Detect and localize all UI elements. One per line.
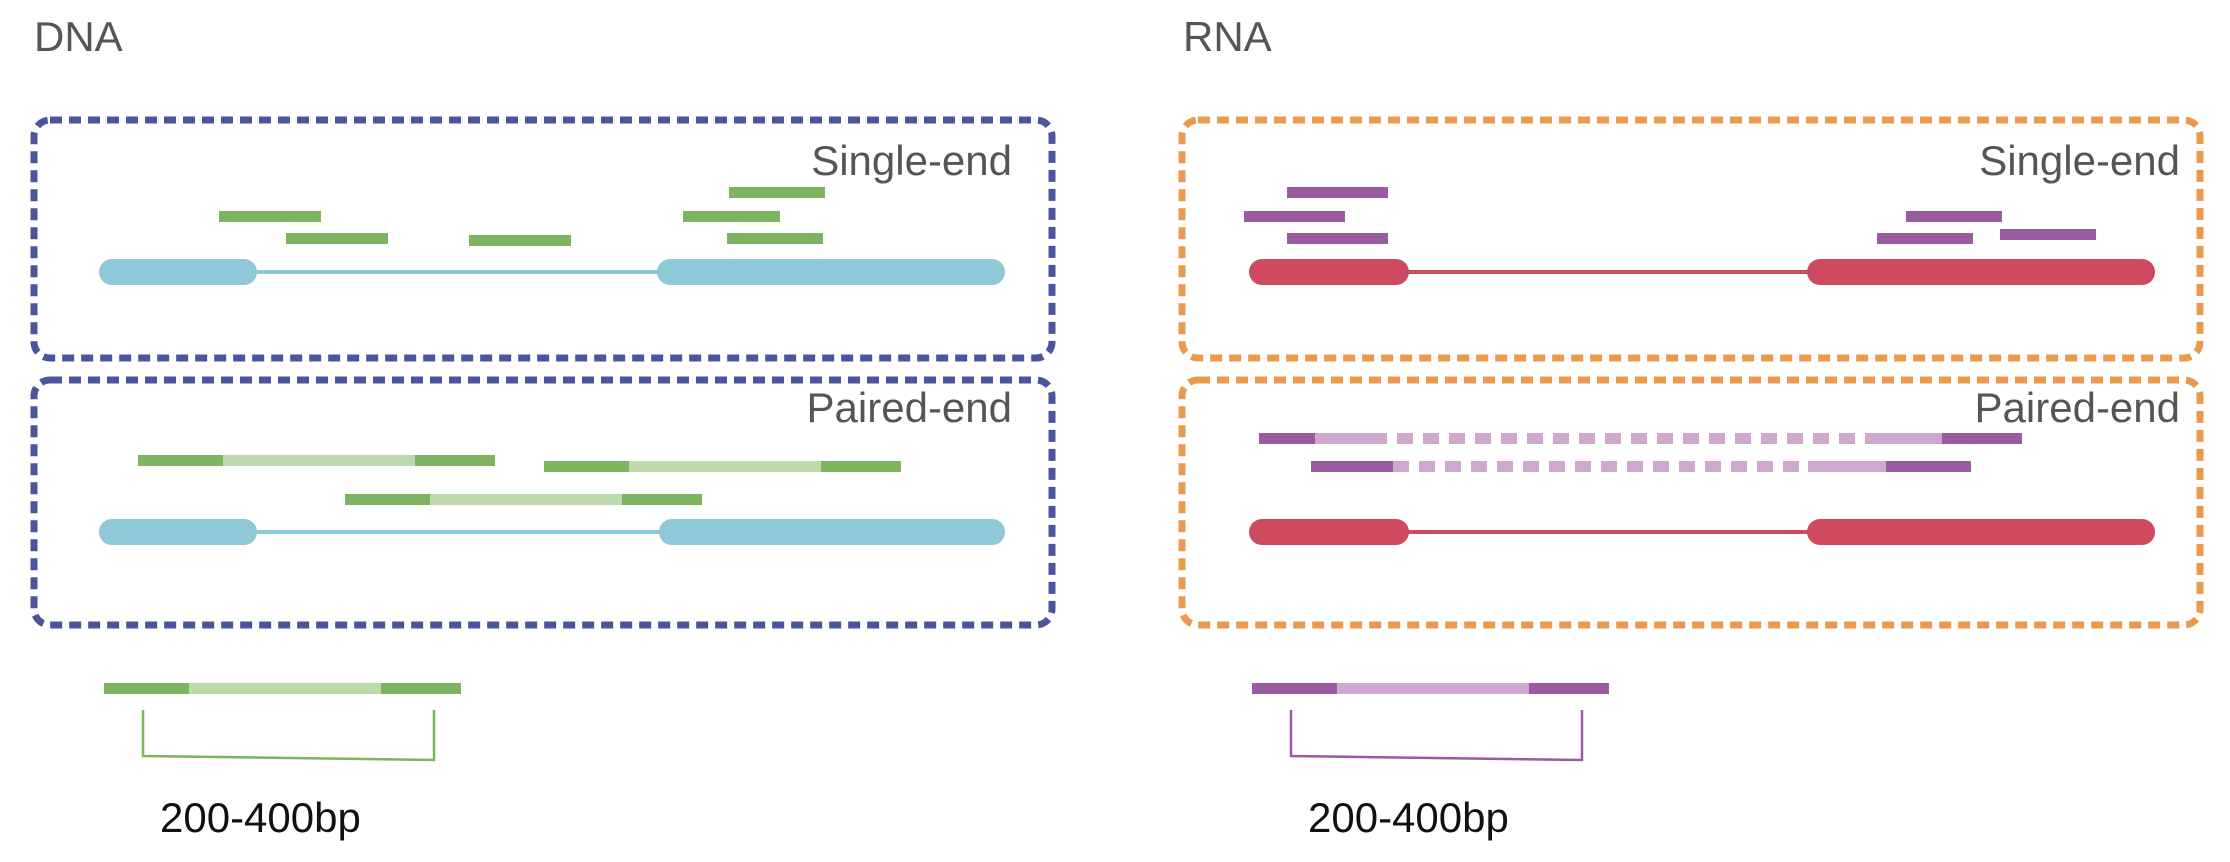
rna-paired-end-label: Paired-end (1975, 384, 2180, 431)
dna-read (219, 211, 321, 222)
dna-read-pair (345, 494, 702, 505)
read-1 (544, 461, 629, 472)
insert-segment (544, 461, 901, 472)
dna-read-pair (544, 461, 901, 472)
read-2 (622, 494, 702, 505)
dna-paired-end-box: Paired-end (30, 376, 1056, 629)
dna-read (683, 211, 780, 222)
insert-segment (138, 455, 495, 466)
dna-read-pair (138, 455, 495, 466)
dna-single-end-frame (30, 116, 1056, 362)
rna-read-pair (1259, 433, 2022, 444)
dna-single-end-label: Single-end (811, 137, 1012, 184)
rna-single-end-box: Single-end (1178, 116, 2204, 362)
dna-single-end-box: Single-end (30, 116, 1056, 362)
dna-single-reads (219, 187, 825, 246)
fragment-read-2 (381, 683, 461, 694)
read-2-light (1871, 433, 1942, 444)
dna-fragment-size: 200-400bp (160, 794, 361, 841)
rna-single-end-label: Single-end (1979, 137, 2180, 184)
rna-fragment-size: 200-400bp (1308, 794, 1509, 841)
rna-title: RNA (1183, 13, 1272, 60)
dna-read (286, 233, 388, 244)
read-2 (1942, 433, 2022, 444)
rna-read (1287, 233, 1388, 244)
fragment-read-1 (104, 683, 189, 694)
read-1 (138, 455, 223, 466)
rna-read (1906, 211, 2002, 222)
rna-paired-end-box: Paired-end (1178, 376, 2204, 629)
fragment-bracket (1289, 710, 1584, 762)
read-2 (1886, 461, 1971, 472)
read-1 (345, 494, 430, 505)
fragment-insert (104, 683, 461, 694)
dna-read (469, 235, 571, 246)
fragment-read-1 (1252, 683, 1337, 694)
read-2-light (1808, 461, 1886, 472)
dna-panel: DNA Single-end Paired- (30, 13, 1056, 841)
insert-segment (345, 494, 702, 505)
dna-paired-end-label: Paired-end (807, 384, 1012, 431)
rna-single-end-frame (1178, 116, 2204, 362)
rna-read-pair (1311, 461, 1971, 472)
fragment-insert (1252, 683, 1609, 694)
dna-paired-end-frame (30, 376, 1056, 629)
rna-paired-end-frame (1178, 376, 2204, 629)
rna-single-reads (1244, 187, 2096, 244)
rna-fragment-legend: 200-400bp (1252, 683, 1609, 841)
rna-read (1287, 187, 1388, 198)
rna-read (1877, 233, 1973, 244)
rna-panel: RNA Single-end Paired-end (1178, 13, 2204, 841)
fragment-read-2 (1529, 683, 1609, 694)
rna-read (1244, 211, 1345, 222)
read-2 (415, 455, 495, 466)
rna-read (2000, 229, 2096, 240)
read-1 (1259, 433, 1315, 444)
read-2 (821, 461, 901, 472)
fragment-bracket (141, 710, 436, 762)
dna-read (727, 233, 823, 244)
read-1 (1311, 461, 1393, 472)
dna-title: DNA (34, 13, 123, 60)
dna-read (729, 187, 825, 198)
dna-fragment-legend: 200-400bp (104, 683, 461, 841)
read-1-light (1315, 433, 1371, 444)
